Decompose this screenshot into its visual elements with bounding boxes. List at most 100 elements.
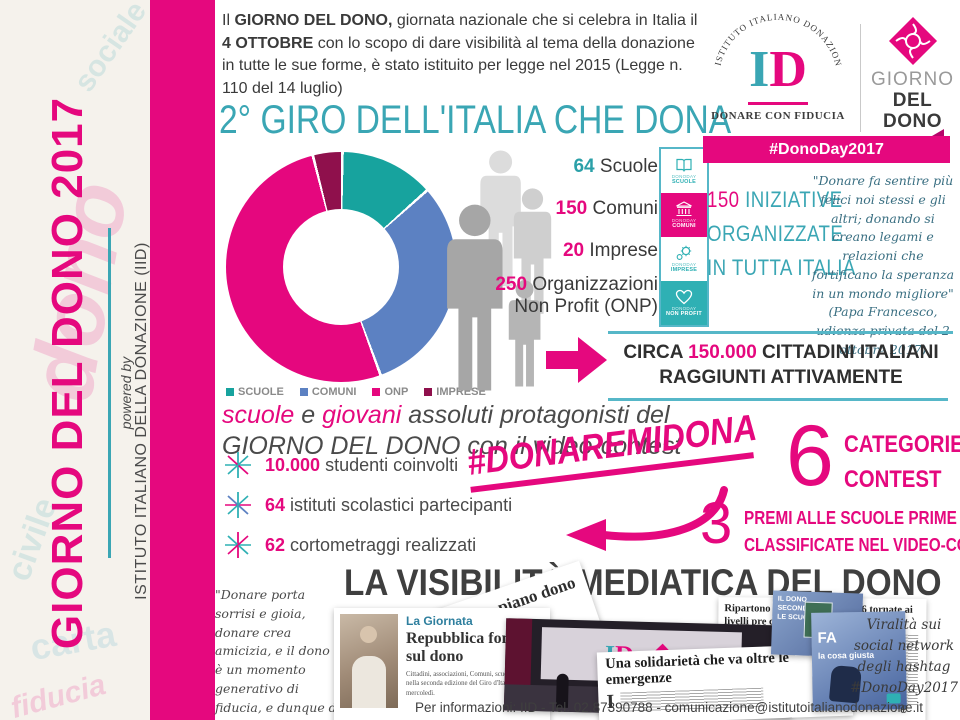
bullet-label: studenti coinvolti — [320, 454, 459, 475]
bullet-number: 10.000 — [265, 454, 321, 475]
badge-brand: DONODAY — [671, 261, 697, 267]
initiatives-line: IN TUTTA ITALIA — [707, 255, 856, 281]
pope-photo — [340, 614, 398, 708]
book-icon — [676, 158, 692, 172]
contest-intro-line1: scuole e giovani assoluti protagonisti d… — [222, 400, 681, 431]
bullet-cortometraggi: 62 cortometraggi realizzati — [225, 532, 476, 558]
giorno-del-dono-logo: GIORNO DEL DONO — [870, 10, 955, 133]
contest-intro-text: e — [294, 401, 323, 429]
tv-caption-big: FA — [817, 629, 837, 647]
badge-comuni: DONODAY COMUNI — [661, 193, 707, 237]
stat-onp: 250 Organizzazioni Non Profit (ONP) — [448, 274, 658, 318]
badge-category: SCUOLE — [671, 178, 697, 185]
pope-robe-shape — [352, 656, 386, 708]
intro-bold: GIORNO DEL DONO, — [234, 12, 393, 29]
clipping-body: Cittadini, associazioni, Comuni, scuole … — [406, 671, 541, 697]
badge-brand: DONODAY — [671, 217, 697, 223]
legend-swatch — [424, 388, 433, 396]
reach-text: CIRCA — [623, 342, 689, 363]
stat-label: Imprese — [584, 240, 658, 261]
chart-legend: SCUOLE COMUNI ONP IMPRESE — [226, 386, 486, 398]
contest-premi-line2: CLASSIFICATE NEL VIDEO-CONTEST — [744, 535, 960, 555]
donoday-ribbon: #DonoDay2017 — [703, 129, 950, 163]
iid-underline — [748, 102, 808, 105]
gears-icon — [676, 245, 692, 260]
contest-intro-highlight: scuole — [222, 401, 295, 429]
contest-premi-line1: PREMI ALLE SCUOLE PRIME — [744, 508, 957, 528]
initiatives-line: ORGANIZZATE — [707, 221, 844, 247]
gdd-line1: GIORNO — [870, 69, 955, 90]
reach-number: 150.000 — [688, 342, 757, 363]
sidebar-divider-line — [108, 228, 111, 558]
bullet-studenti: 10.000 studenti coinvolti — [225, 452, 458, 478]
contest-intro-highlight: giovani — [322, 401, 402, 429]
logo-divider — [860, 24, 861, 132]
organization-label: ISTITUTO ITALIANO DELLA DONAZIONE (IID) — [133, 242, 150, 600]
sidebar-title: GIORNO DEL DONO 2017 — [43, 96, 92, 650]
legend-label: ONP — [384, 386, 409, 398]
badge-scuole: DONODAY SCUOLE — [661, 149, 707, 193]
contest-premi: PREMI ALLE SCUOLE PRIME CLASSIFICATE NEL… — [744, 505, 960, 559]
legend-item: COMUNI — [299, 386, 356, 398]
star-bullet-icon — [225, 532, 251, 558]
ribbon-fold — [932, 129, 944, 136]
intro-text: Il — [222, 12, 235, 29]
bank-icon — [676, 201, 692, 216]
bullet-label: cortometraggi realizzati — [285, 534, 477, 555]
powered-by-label: powered by — [118, 356, 134, 430]
logo-area: ISTITUTO ITALIANO DONAZIONE ID DONARE CO… — [700, 2, 955, 163]
iid-arc-text: ISTITUTO ITALIANO DONAZIONE — [700, 2, 843, 68]
stat-imprese: 20 Imprese — [448, 240, 658, 262]
diamond-logo-icon — [888, 16, 938, 66]
stat-label: Organizzazioni — [527, 274, 658, 295]
arrow-right-icon — [546, 337, 607, 383]
bullet-istituti: 64 istituti scolastici partecipanti — [225, 492, 512, 518]
bullet-label: istituti scolastici partecipanti — [285, 494, 513, 515]
legend-swatch — [299, 388, 308, 396]
intro-text: giornata nazionale che si celebra in Ita… — [392, 12, 698, 29]
legend-swatch — [372, 388, 381, 396]
bullet-number: 62 — [265, 534, 286, 555]
iid-tagline: DONARE CON FIDUCIA — [711, 110, 845, 122]
left-sidebar: dono sociale civile carta fiducia GIORNO… — [0, 0, 150, 720]
badge-brand: DONODAY — [671, 305, 697, 311]
legend-item: SCUOLE — [226, 386, 284, 398]
contest-number-3: 3 — [700, 491, 733, 556]
badge-category: COMUNI — [672, 222, 696, 229]
donut-hole — [283, 209, 399, 325]
reach-text: CITTADINI ITALIANI — [756, 342, 939, 363]
stat-value: 250 — [495, 274, 528, 295]
viral-note: Viralità sui social network degli hashta… — [850, 617, 958, 717]
magenta-bar — [150, 0, 215, 720]
legend-item: IMPRESE — [424, 386, 486, 398]
legend-label: SCUOLE — [238, 386, 284, 398]
legend-label: IMPRESE — [436, 386, 486, 398]
initiatives-block: 150 INIZIATIVE ORGANIZZATE IN TUTTA ITAL… — [707, 183, 856, 285]
legend-item: ONP — [372, 386, 408, 398]
stat-label: Scuole — [594, 156, 658, 177]
reach-statement: CIRCA 150.000 CITTADINI ITALIANI RAGGIUN… — [612, 341, 950, 390]
separator-line-top — [608, 331, 953, 334]
stat-value: 20 — [562, 240, 585, 261]
badge-imprese: DONODAY IMPRESE — [661, 237, 707, 281]
reach-text: RAGGIUNTI ATTIVAMENTE — [659, 366, 903, 388]
initiatives-count: 150 — [707, 187, 740, 212]
stat-scuole: 64 Scuole — [448, 156, 658, 178]
stat-label: Non Profit (ONP) — [514, 296, 658, 317]
mattarella-quote: "Donare porta sorrisi e gioia, donare cr… — [215, 587, 341, 720]
initiatives-text: INIZIATIVE — [739, 187, 843, 212]
heart-icon — [675, 289, 693, 305]
iid-logo: ISTITUTO ITALIANO DONAZIONE ID DONARE CO… — [700, 2, 853, 132]
stat-value: 150 — [555, 198, 588, 219]
badge-nonprofit: DONODAY NON PROFIT — [661, 281, 707, 325]
curved-arrow-icon — [566, 486, 728, 551]
iid-letter-d: D — [769, 41, 807, 98]
badge-category: NON PROFIT — [666, 310, 702, 317]
contest-categorie: CATEGORIE CONTEST — [844, 428, 960, 498]
bullet-text: 62 cortometraggi realizzati — [265, 535, 476, 556]
stat-value: 64 — [573, 156, 595, 177]
badge-category: IMPRESE — [670, 266, 698, 273]
contest-number-6: 6 — [786, 408, 834, 504]
footer-contact: Per informazioni: IID - Tel. 02.87390788… — [415, 700, 923, 715]
